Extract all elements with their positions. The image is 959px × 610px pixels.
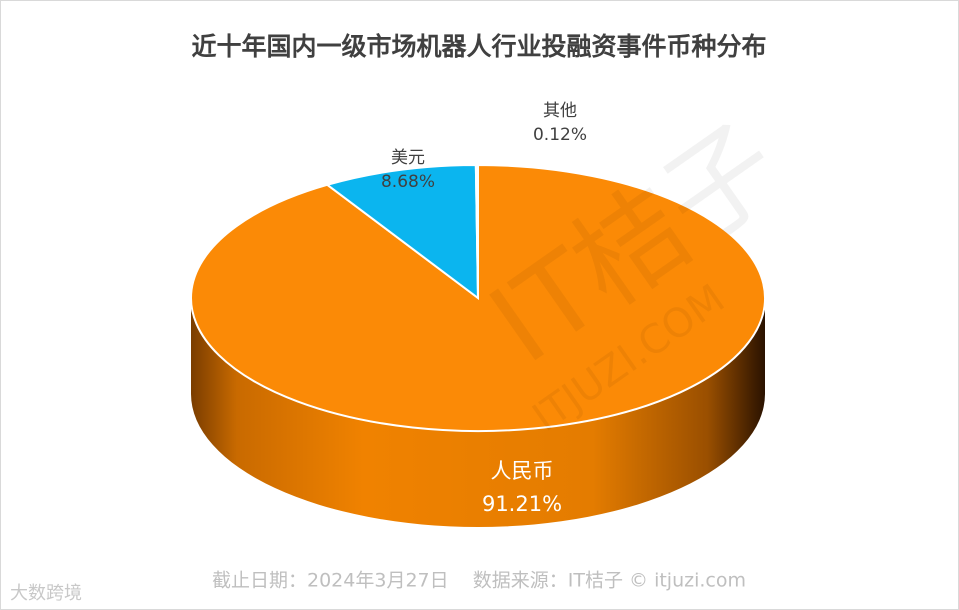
data-label-value: 91.21% — [482, 492, 562, 516]
watermark: 大数跨境 — [10, 583, 82, 604]
data-label-name: 美元 — [391, 148, 425, 168]
source-note: 截止日期：2024年3月27日 数据来源：IT桔子 © itjuzi.com — [212, 570, 746, 592]
data-label-name: 其他 — [543, 101, 577, 121]
data-label-name: 人民币 — [491, 459, 554, 483]
slice — [474, 163, 479, 299]
data-label-value: 8.68% — [381, 172, 435, 192]
data-label-value: 0.12% — [533, 125, 587, 145]
slice — [325, 164, 480, 301]
slice-side — [191, 298, 765, 527]
chart-title: 近十年国内一级市场机器人行业投融资事件币种分布 — [191, 32, 766, 61]
pie — [190, 163, 766, 527]
